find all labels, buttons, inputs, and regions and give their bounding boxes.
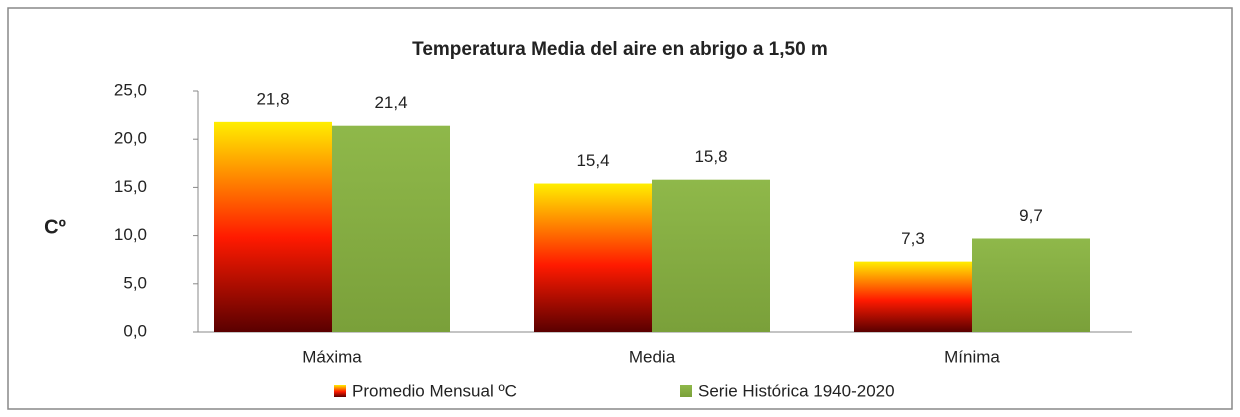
x-tick-label: Media [629,347,676,366]
y-axis-label: Cº [44,216,66,238]
legend-swatch [680,385,692,397]
bar [854,261,972,332]
value-label: 21,8 [256,89,289,108]
y-tick-label: 15,0 [114,177,147,196]
value-label: 7,3 [901,229,925,248]
y-tick-label: 5,0 [123,273,147,292]
value-label: 15,8 [694,147,727,166]
y-tick-label: 10,0 [114,225,147,244]
bar [534,183,652,332]
chart-title: Temperatura Media del aire en abrigo a 1… [412,39,828,60]
bar [332,125,450,332]
value-label: 9,7 [1019,206,1043,225]
y-tick-label: 0,0 [123,321,147,340]
legend-label: Serie Histórica 1940-2020 [698,381,895,400]
bar [972,238,1090,332]
value-label: 21,4 [374,93,407,112]
value-label: 15,4 [576,151,609,170]
y-tick-label: 25,0 [114,80,147,99]
legend-label: Promedio Mensual ºC [352,381,517,400]
legend-swatch [334,385,346,397]
bar [214,121,332,333]
x-tick-label: Máxima [302,347,362,366]
bar [652,179,770,332]
y-tick-label: 20,0 [114,129,147,148]
x-tick-label: Mínima [944,347,1000,366]
